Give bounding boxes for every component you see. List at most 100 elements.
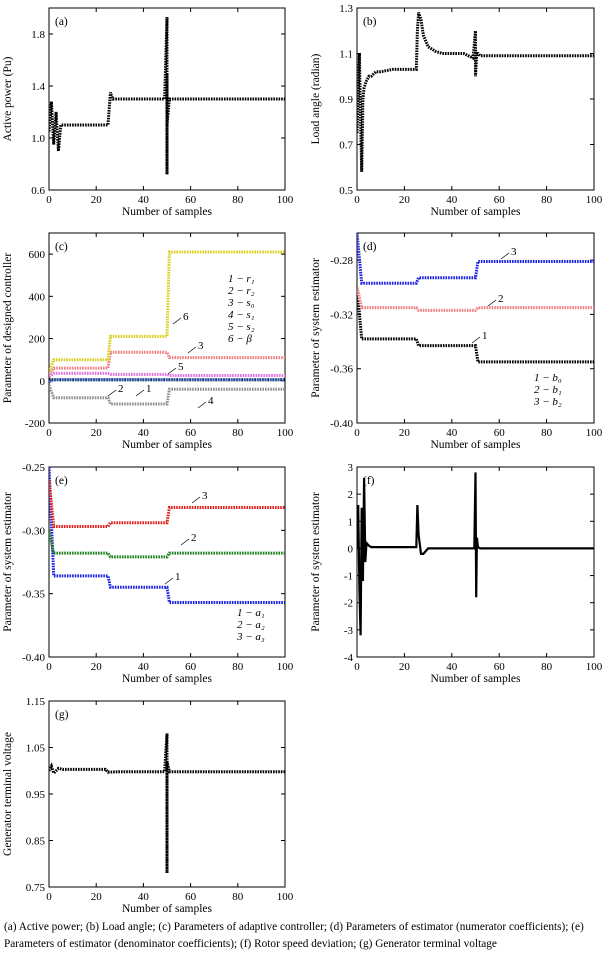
y-axis-label: Parameter of system estimator: [310, 492, 322, 632]
y-tick-label: 200: [29, 334, 46, 346]
x-tick-label: 20: [399, 427, 411, 439]
panel-label: (e): [55, 475, 68, 487]
x-tick-label: 60: [185, 891, 197, 903]
x-tick-label: 80: [541, 194, 553, 206]
annotation-label: 3: [198, 340, 204, 352]
x-tick-label: 20: [91, 661, 103, 673]
y-tick-label: 0.9: [339, 94, 353, 106]
y-tick-label: 0.95: [26, 789, 46, 801]
x-axis-label: Number of samples: [122, 206, 213, 218]
x-tick-label: 80: [541, 427, 553, 439]
series-line-2: [357, 286, 594, 312]
y-tick-label: -0.28: [330, 255, 353, 267]
panel-label: (g): [55, 709, 69, 721]
y-axis-label: Generator terminal voltage: [2, 732, 14, 856]
x-tick-label: 20: [399, 194, 411, 206]
panel-d: 0 20 40 60 80 100 -0.40 -0.36 -0.32 -0.28 Number o…: [310, 232, 603, 451]
annotation-label: 1: [146, 383, 152, 395]
series-line-5: [49, 371, 285, 378]
annotation-label: 5: [178, 361, 184, 373]
series-line-2: [49, 529, 285, 559]
plot-frame: [48, 466, 286, 658]
plot-frame: [356, 466, 595, 658]
y-tick-label: 1.15: [26, 696, 46, 708]
legend-entry: 2 − a₂: [237, 619, 265, 631]
series-line: [49, 17, 285, 175]
x-tick-label: 40: [138, 891, 150, 903]
x-tick-label: 40: [446, 661, 458, 673]
x-tick-label: 100: [586, 427, 603, 439]
annotation-leader: [187, 346, 197, 354]
annotation-leader: [167, 367, 177, 375]
annotation-leader: [197, 401, 207, 409]
y-axis-label: Parameter of system estimator: [2, 492, 14, 632]
x-axis-label: Number of samples: [430, 206, 521, 218]
y-tick-label: -3: [344, 625, 354, 637]
series-line-1: [49, 467, 285, 604]
x-axis-label: Number of samples: [122, 903, 213, 915]
x-axis-label: Number of samples: [430, 439, 521, 451]
annotation-leader: [180, 538, 190, 546]
x-tick-label: 80: [541, 661, 553, 673]
series-line: [357, 12, 594, 172]
x-tick-label: 0: [354, 427, 360, 439]
y-tick-label: 0: [40, 376, 46, 388]
legend-entry: 1 − b₀: [534, 372, 562, 384]
panel-g: 0 20 40 60 80 100 0.75 0.85 0.95 1.05 1.15 Number o…: [2, 696, 294, 915]
panel-label: (c): [55, 241, 68, 253]
y-tick-label: -0.25: [22, 462, 45, 474]
legend-entry: 1 − r₁: [228, 273, 255, 285]
x-tick-label: 20: [399, 661, 411, 673]
annotation-leader: [471, 336, 481, 344]
y-tick-label: -200: [25, 418, 46, 430]
x-axis-label: Number of samples: [122, 439, 213, 451]
x-tick-label: 0: [46, 427, 52, 439]
series-line-6: [49, 250, 285, 373]
y-axis-label: Parameter of system estimator: [310, 258, 322, 398]
annotation-leader: [500, 252, 510, 260]
series-line: [357, 472, 594, 636]
y-axis-label: Active power (Pu): [2, 56, 14, 141]
panel-e: 0 20 40 60 80 100 -0.40 -0.35 -0.30 -0.25 Number o…: [2, 462, 294, 685]
x-tick-label: 100: [586, 194, 603, 206]
x-tick-label: 100: [277, 194, 294, 206]
legend-entry: 3 − b₂: [533, 396, 562, 408]
x-tick-label: 40: [138, 194, 150, 206]
y-tick-label: 1.4: [31, 81, 45, 93]
annotation-label: 1: [175, 571, 181, 583]
plot-frame: [356, 232, 595, 424]
series-line-3: [49, 350, 285, 376]
annotation-label: 2: [498, 293, 504, 305]
annotation-label: 2: [191, 532, 197, 544]
x-tick-label: 100: [586, 661, 603, 673]
x-tick-label: 60: [494, 194, 506, 206]
panel-f: 0 20 40 60 80 100 -4 -3 -2 -1 0 1 2 3 Number of sample…: [310, 462, 603, 685]
x-tick-label: 40: [138, 661, 150, 673]
panel-label: (f): [363, 475, 375, 487]
series-line-3: [357, 233, 594, 285]
x-tick-label: 100: [277, 427, 294, 439]
y-tick-label: 1.3: [339, 3, 353, 15]
y-tick-label: 400: [29, 291, 46, 303]
x-tick-label: 100: [277, 661, 294, 673]
x-tick-label: 60: [185, 661, 197, 673]
legend-entry: 3 − s₀: [227, 297, 255, 309]
x-tick-label: 0: [46, 891, 52, 903]
annotation-leader: [172, 317, 182, 325]
legend-entry: 3 − a₃: [236, 631, 265, 643]
y-tick-label: -0.40: [22, 652, 45, 664]
y-axis-label: Parameter of designed controller: [2, 253, 14, 404]
annotation-label: 2: [118, 383, 124, 395]
y-tick-label: 0: [348, 543, 354, 555]
legend-entry: 2 − b₁: [534, 384, 562, 396]
x-tick-label: 0: [46, 194, 52, 206]
x-tick-label: 0: [46, 661, 52, 673]
panel-label: (a): [55, 16, 68, 28]
y-tick-label: 0.6: [31, 185, 45, 197]
x-tick-label: 80: [232, 427, 244, 439]
y-tick-label: 1.8: [31, 29, 45, 41]
x-axis-label: Number of samples: [430, 673, 521, 685]
legend-entry: 5 − s₂: [228, 321, 255, 333]
y-tick-label: 2: [348, 489, 354, 501]
